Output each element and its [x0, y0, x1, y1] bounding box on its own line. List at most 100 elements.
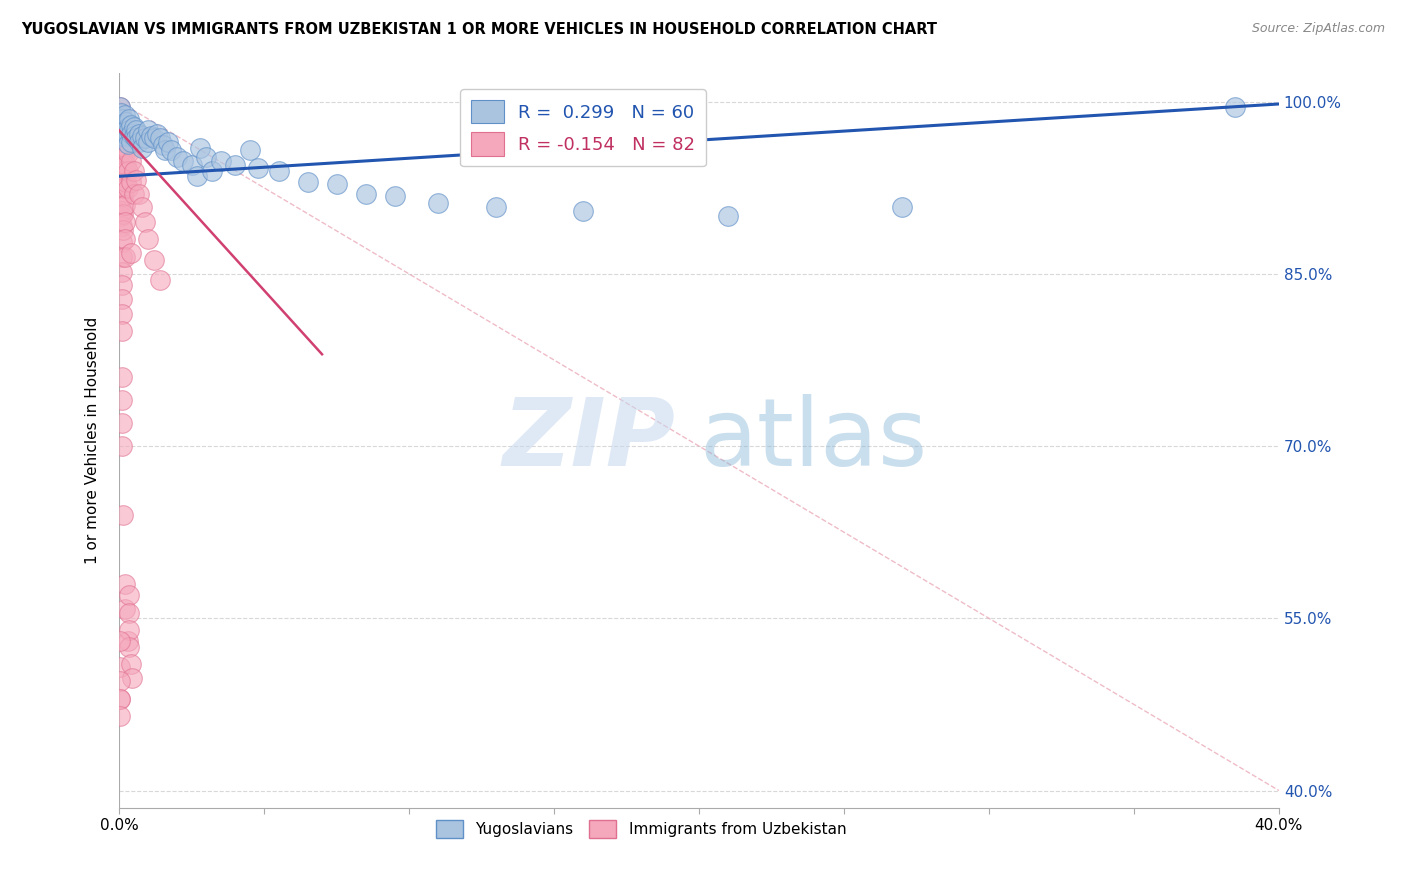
- Point: [110, 691, 132, 706]
- Point: [114, 127, 136, 141]
- Point: [111, 307, 134, 321]
- Point: [111, 250, 134, 264]
- Point: [111, 292, 134, 306]
- Point: [111, 158, 134, 172]
- Point: [112, 138, 135, 153]
- Point: [110, 709, 132, 723]
- Point: [122, 186, 145, 201]
- Point: [122, 120, 145, 134]
- Text: atlas: atlas: [699, 394, 927, 486]
- Point: [125, 173, 148, 187]
- Point: [188, 140, 211, 154]
- Point: [485, 200, 508, 214]
- Point: [111, 393, 134, 408]
- Point: [160, 143, 183, 157]
- Point: [118, 623, 141, 637]
- Point: [120, 135, 142, 149]
- Point: [111, 112, 134, 126]
- Point: [117, 129, 139, 144]
- Point: [117, 163, 139, 178]
- Point: [114, 577, 136, 591]
- Point: [110, 106, 132, 120]
- Point: [112, 173, 135, 187]
- Point: [247, 161, 270, 176]
- Point: [110, 146, 132, 161]
- Point: [110, 210, 132, 224]
- Point: [108, 100, 131, 114]
- Point: [112, 129, 135, 144]
- Point: [128, 135, 150, 149]
- Point: [131, 140, 153, 154]
- Point: [114, 118, 136, 132]
- Point: [114, 602, 136, 616]
- Point: [297, 175, 319, 189]
- Point: [120, 175, 142, 189]
- Point: [108, 659, 131, 673]
- Point: [142, 253, 165, 268]
- Point: [115, 123, 138, 137]
- Point: [114, 198, 136, 212]
- Point: [224, 158, 246, 172]
- Text: ZIP: ZIP: [503, 394, 676, 486]
- Point: [121, 671, 143, 685]
- Point: [111, 203, 134, 218]
- Point: [267, 163, 290, 178]
- Point: [111, 439, 134, 453]
- Point: [110, 181, 132, 195]
- Point: [115, 175, 138, 189]
- Point: [111, 143, 134, 157]
- Point: [117, 120, 139, 134]
- Point: [195, 150, 218, 164]
- Point: [111, 127, 134, 141]
- Point: [136, 232, 159, 246]
- Point: [118, 112, 141, 126]
- Point: [155, 143, 177, 157]
- Point: [110, 152, 132, 166]
- Point: [112, 123, 135, 137]
- Point: [238, 143, 260, 157]
- Point: [114, 129, 136, 144]
- Point: [111, 278, 134, 293]
- Point: [149, 131, 172, 145]
- Point: [117, 137, 139, 152]
- Text: YUGOSLAVIAN VS IMMIGRANTS FROM UZBEKISTAN 1 OR MORE VEHICLES IN HOUSEHOLD CORREL: YUGOSLAVIAN VS IMMIGRANTS FROM UZBEKISTA…: [21, 22, 936, 37]
- Point: [110, 166, 132, 180]
- Point: [112, 154, 135, 169]
- Y-axis label: 1 or more Vehicles in Household: 1 or more Vehicles in Household: [86, 317, 100, 564]
- Point: [118, 606, 141, 620]
- Point: [110, 135, 132, 149]
- Point: [125, 123, 148, 137]
- Point: [112, 207, 135, 221]
- Point: [111, 416, 134, 430]
- Point: [111, 189, 134, 203]
- Point: [125, 131, 148, 145]
- Point: [131, 200, 153, 214]
- Point: [120, 246, 142, 260]
- Point: [201, 163, 224, 178]
- Point: [139, 129, 162, 144]
- Point: [111, 175, 134, 189]
- Point: [1225, 100, 1247, 114]
- Point: [186, 169, 208, 184]
- Point: [427, 195, 450, 210]
- Point: [111, 370, 134, 384]
- Point: [112, 508, 135, 522]
- Point: [114, 250, 136, 264]
- Point: [112, 189, 135, 203]
- Point: [114, 146, 136, 161]
- Point: [110, 195, 132, 210]
- Point: [110, 674, 132, 689]
- Text: Source: ZipAtlas.com: Source: ZipAtlas.com: [1251, 22, 1385, 36]
- Point: [120, 118, 142, 132]
- Point: [136, 135, 159, 149]
- Point: [111, 264, 134, 278]
- Point: [118, 588, 141, 602]
- Point: [120, 154, 142, 169]
- Point: [112, 223, 135, 237]
- Point: [115, 115, 138, 129]
- Point: [122, 129, 145, 144]
- Point: [120, 657, 142, 672]
- Point: [111, 235, 134, 249]
- Point: [110, 123, 132, 137]
- Point: [145, 127, 167, 141]
